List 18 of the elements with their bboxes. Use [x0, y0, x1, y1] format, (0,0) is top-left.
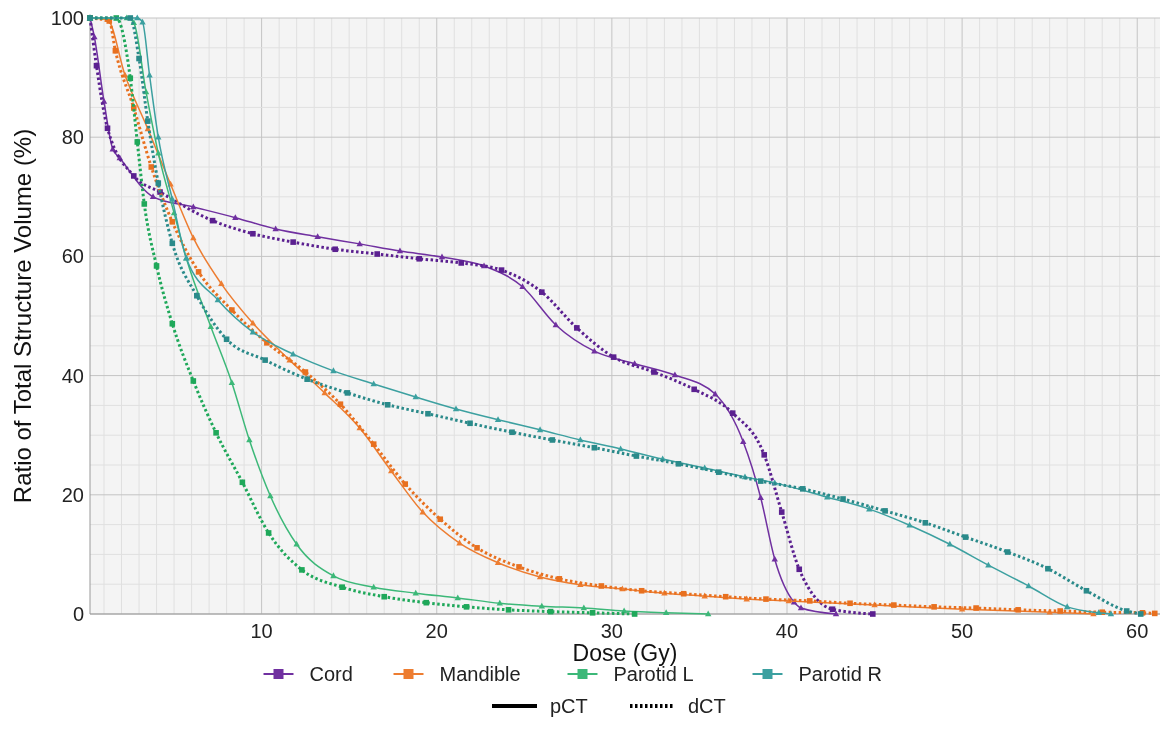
y-tick-label: 20	[61, 483, 84, 506]
x-tick-label: 30	[600, 620, 623, 642]
text: pCT	[550, 695, 588, 717]
legend-label: Cord	[309, 663, 353, 685]
y-axis-title: Ratio of Total Structure Volume (%)	[9, 128, 36, 504]
x-tick-label: 60	[1126, 620, 1149, 642]
y-tick-label: 100	[50, 7, 84, 29]
text: dCT	[688, 695, 726, 717]
x-tick-label: 10	[250, 620, 273, 642]
y-tick-label: 40	[61, 364, 84, 387]
y-tick-label: 60	[61, 245, 84, 268]
y-tick-label: 80	[61, 126, 84, 149]
legend-label: Mandible	[439, 663, 521, 685]
x-tick-label: 40	[775, 620, 799, 642]
x-tick-label: 50	[950, 620, 974, 642]
y-tick-label: 0	[72, 603, 84, 625]
x-tick-label: 20	[425, 620, 448, 642]
legend-label: Parotid R	[798, 663, 882, 685]
